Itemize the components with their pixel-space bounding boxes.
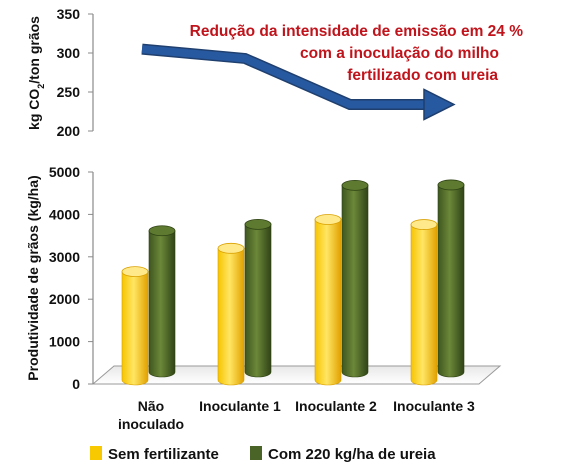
bar-body: [148, 230, 176, 378]
category-labels: Não inoculado Inoculante 1 Inoculante 2 Inoc…: [118, 398, 475, 432]
legend-label-com-ureia: Com 220 kg/ha de ureia: [268, 446, 436, 463]
bar-body: [314, 219, 342, 386]
bar-chart-frame: [91, 172, 502, 385]
bar-com-ureia-0: [148, 225, 176, 378]
annotation-line-1: Redução da intensidade de emissão em 24 …: [190, 23, 524, 40]
top-y-tick-label: 200: [57, 123, 81, 139]
bottom-y-tick-label: 4000: [49, 206, 80, 222]
top-y-axis-title-subscript: 2: [36, 84, 46, 89]
bar-com-ureia-2: [341, 179, 369, 378]
category-label-2: Inoculante 2: [295, 398, 377, 414]
bar-body: [341, 185, 369, 378]
bottom-y-tick-label: 3000: [49, 249, 80, 265]
annotation-line-3: fertilizado com ureia: [347, 67, 498, 84]
bar-body: [437, 184, 465, 378]
legend-swatch-sem-fertilizante: [90, 446, 102, 460]
top-y-tick-label: 350: [57, 6, 81, 22]
bar-body: [217, 248, 245, 386]
annotation-text: Redução da intensidade de emissão em 24 …: [190, 23, 524, 84]
bottom-y-tick-label: 0: [72, 376, 80, 392]
legend-label-sem-fertilizante: Sem fertilizante: [108, 446, 219, 463]
bottom-y-ticks: 0 1000 2000 3000 4000 5000: [49, 164, 93, 392]
emission-trend-arrowhead: [423, 88, 456, 121]
bar-series: [121, 179, 465, 386]
top-y-axis-title: kg CO2/ton grãos: [26, 16, 46, 130]
top-y-tick-label: 300: [57, 45, 81, 61]
top-y-axis-title-part-1: kg CO: [26, 89, 42, 130]
top-y-axis-title-part-2: /ton grãos: [26, 16, 42, 84]
bar-sem-fertilizante-2: [314, 214, 342, 386]
bar-cap: [244, 218, 272, 230]
bar-cap: [341, 179, 369, 191]
top-y-ticks: 200 250 300 350: [57, 6, 93, 139]
bar-cap: [148, 225, 176, 237]
bar-body: [244, 224, 272, 378]
bar-sem-fertilizante-0: [121, 266, 149, 386]
legend-swatch-com-ureia: [250, 446, 262, 460]
bar-cap: [121, 266, 149, 278]
bar-cap: [437, 179, 465, 191]
annotation-line-2: com a inoculação do milho: [300, 45, 499, 62]
bar-com-ureia-1: [244, 218, 272, 378]
category-label-0: Não: [138, 398, 164, 414]
bar-sem-fertilizante-1: [217, 242, 245, 386]
emission-trend-line: [141, 45, 426, 109]
grain-yield-chart: Produtividade de grãos (kg/ha) 0 1000 2000…: [25, 164, 502, 432]
bar-body: [121, 271, 149, 386]
bar-cap: [314, 214, 342, 225]
category-label-0: inoculado: [118, 416, 184, 432]
emission-trend-arrow: [141, 43, 456, 121]
bar-chart-floor: [91, 365, 502, 385]
bar-cap: [410, 219, 438, 230]
top-y-tick-label: 250: [57, 84, 81, 100]
emission-intensity-chart: 200 250 300 350 kg CO2/ton grãos Redução da…: [26, 6, 523, 139]
bar-sem-fertilizante-3: [410, 219, 438, 386]
bottom-y-axis-title: Produtividade de grãos (kg/ha): [25, 175, 41, 380]
bar-cap: [217, 242, 245, 254]
bar-body: [410, 224, 438, 386]
bottom-y-tick-label: 2000: [49, 291, 80, 307]
legend: Sem fertilizante Com 220 kg/ha de ureia: [90, 446, 436, 463]
bottom-y-tick-label: 1000: [49, 334, 80, 350]
bottom-y-tick-label: 5000: [49, 164, 80, 180]
category-label-3: Inoculante 3: [393, 398, 475, 414]
bar-com-ureia-3: [437, 179, 465, 378]
category-label-1: Inoculante 1: [199, 398, 281, 414]
